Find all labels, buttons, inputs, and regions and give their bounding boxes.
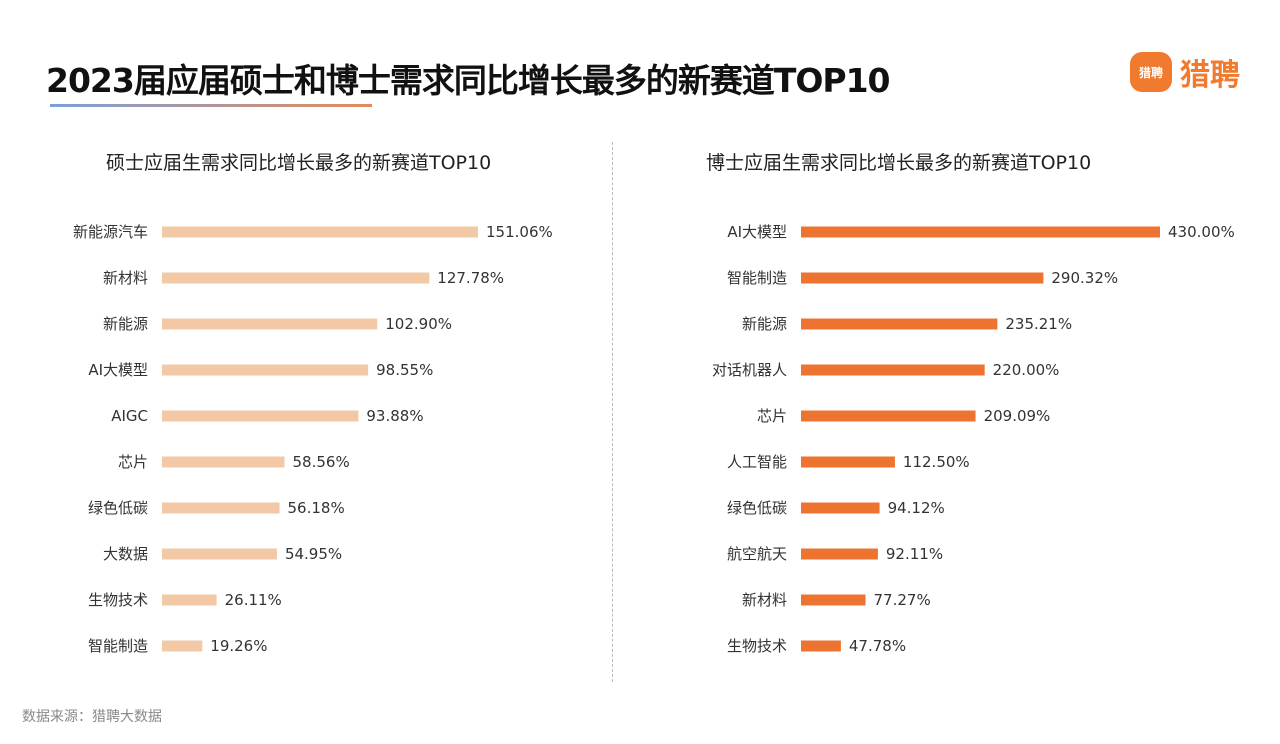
- category-label: 生物技术: [88, 591, 148, 609]
- category-label: 新能源: [103, 315, 148, 333]
- bar: [801, 502, 880, 514]
- value-label: 77.27%: [874, 591, 931, 609]
- category-label: AI大模型: [727, 223, 787, 241]
- master-chart-title: 硕士应届生需求同比增长最多的新赛道TOP10: [106, 152, 492, 174]
- value-label: 19.26%: [210, 637, 267, 655]
- value-label: 220.00%: [993, 361, 1060, 379]
- bar: [162, 548, 277, 560]
- category-label: 新能源汽车: [73, 223, 148, 241]
- value-label: 209.09%: [984, 407, 1051, 425]
- category-label: 新能源: [742, 315, 787, 333]
- category-label: AI大模型: [88, 361, 148, 379]
- value-label: 430.00%: [1168, 223, 1235, 241]
- chart-divider: [612, 142, 613, 682]
- category-label: 绿色低碳: [88, 499, 148, 517]
- page-title: 2023届应届硕士和博士需求同比增长最多的新赛道TOP10: [46, 61, 891, 100]
- bar: [162, 226, 478, 238]
- category-label: 智能制造: [88, 637, 148, 655]
- bar: [162, 318, 378, 330]
- category-label: 智能制造: [727, 269, 787, 287]
- value-label: 26.11%: [225, 591, 282, 609]
- value-label: 98.55%: [376, 361, 433, 379]
- phd-chart-title: 博士应届生需求同比增长最多的新赛道TOP10: [706, 152, 1092, 174]
- value-label: 58.56%: [293, 453, 350, 471]
- data-source: 数据来源：猎聘大数据: [22, 709, 162, 725]
- bar: [801, 640, 841, 652]
- value-label: 56.18%: [288, 499, 345, 517]
- value-label: 235.21%: [1005, 315, 1072, 333]
- logo-mark-icon: 猎聘: [1130, 52, 1172, 92]
- value-label: 54.95%: [285, 545, 342, 563]
- category-label: 大数据: [103, 545, 148, 563]
- bar: [162, 594, 217, 606]
- bar: [162, 502, 280, 514]
- category-label: 芯片: [118, 453, 148, 471]
- bar: [162, 456, 285, 468]
- bar: [801, 318, 998, 330]
- category-label: 生物技术: [727, 637, 787, 655]
- value-label: 47.78%: [849, 637, 906, 655]
- value-label: 102.90%: [385, 315, 452, 333]
- bar: [162, 410, 359, 422]
- bar: [162, 640, 203, 652]
- category-label: 新材料: [103, 269, 148, 287]
- bar: [801, 272, 1044, 284]
- bar: [801, 410, 976, 422]
- bar: [801, 226, 1160, 238]
- value-label: 290.32%: [1051, 269, 1118, 287]
- bar: [801, 548, 878, 560]
- category-label: AIGC: [111, 407, 148, 425]
- category-label: 绿色低碳: [727, 499, 787, 517]
- liepin-logo: 猎聘 猎聘: [1130, 50, 1240, 94]
- value-label: 127.78%: [437, 269, 504, 287]
- category-label: 芯片: [757, 407, 787, 425]
- value-label: 112.50%: [903, 453, 970, 471]
- bar: [801, 364, 985, 376]
- title-underline: [50, 104, 372, 107]
- bar: [162, 364, 369, 376]
- category-label: 航空航天: [727, 545, 787, 563]
- category-label: 新材料: [742, 591, 787, 609]
- bar: [162, 272, 430, 284]
- value-label: 92.11%: [886, 545, 943, 563]
- bar: [801, 456, 895, 468]
- value-label: 93.88%: [366, 407, 423, 425]
- value-label: 94.12%: [888, 499, 945, 517]
- bar: [801, 594, 866, 606]
- category-label: 对话机器人: [712, 361, 787, 379]
- value-label: 151.06%: [486, 223, 553, 241]
- logo-text: 猎聘: [1180, 58, 1240, 93]
- category-label: 人工智能: [727, 453, 787, 471]
